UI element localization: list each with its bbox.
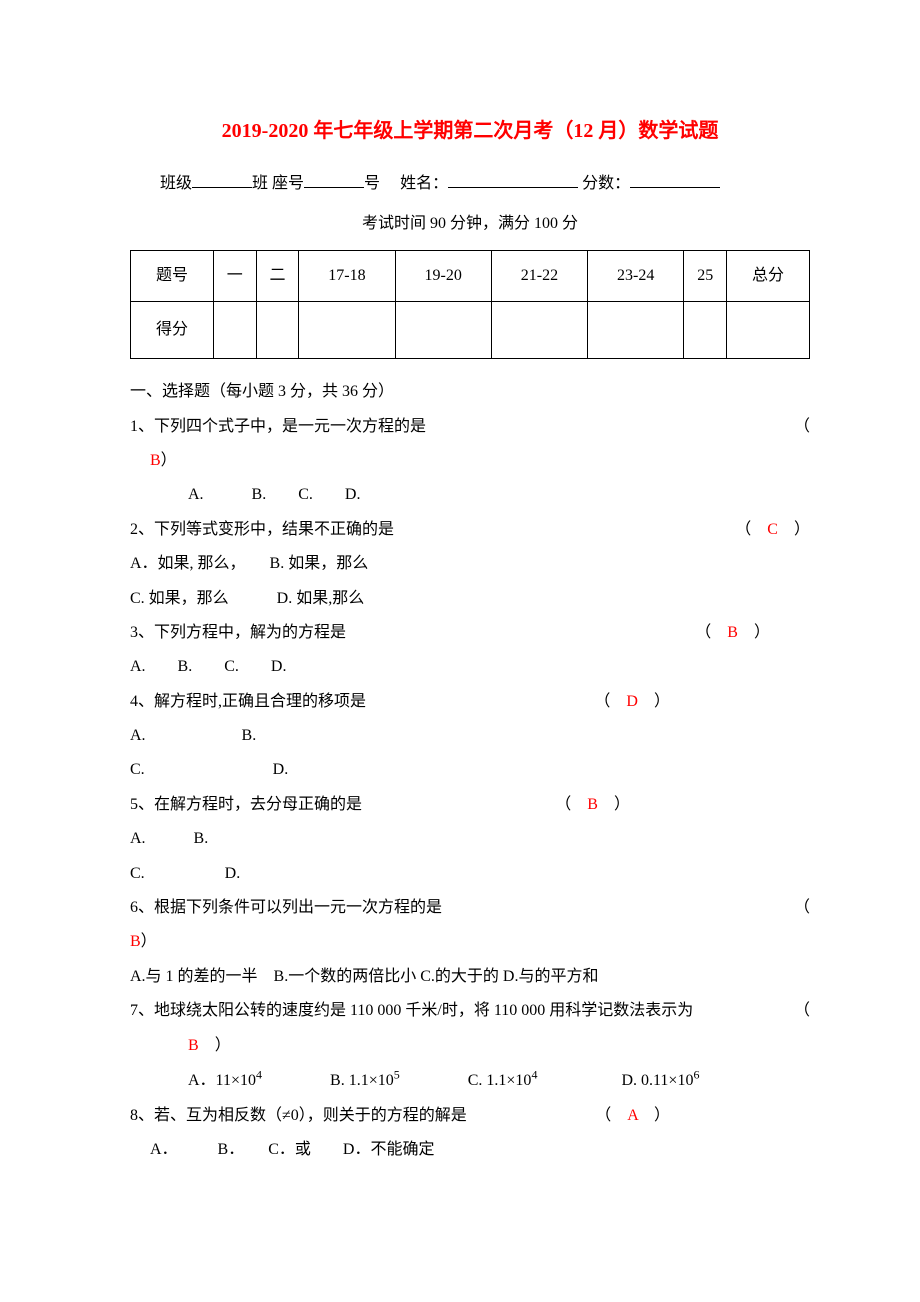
q3-answer: B <box>727 624 738 641</box>
student-info-line: 班级 班 座号 号 姓名： 分数： <box>130 167 810 201</box>
q4-paren: （ D ） <box>584 685 810 719</box>
score-header-cell: 23-24 <box>588 250 684 301</box>
q3-paren: （ B ） <box>685 616 810 650</box>
q6-stem: 6、根据下列条件可以列出一元一次方程的是 <box>130 891 784 925</box>
score-cell[interactable] <box>727 302 810 359</box>
q2-answer: C <box>767 521 778 538</box>
q5-answer: B <box>587 796 598 813</box>
q2-paren: （ C ） <box>725 513 810 547</box>
exam-page: 2019-2020 年七年级上学期第二次月考（12 月）数学试题 班级 班 座号 号… <box>0 0 920 1302</box>
q7-answer-line: B ） <box>130 1029 810 1063</box>
q6: 6、根据下列条件可以列出一元一次方程的是 （ <box>130 891 810 925</box>
q4-stem: 4、解方程时,正确且合理的移项是 <box>130 685 584 719</box>
q1: 1、下列四个式子中，是一元一次方程的是 （ <box>130 410 810 444</box>
page-title: 2019-2020 年七年级上学期第二次月考（12 月）数学试题 <box>130 110 810 153</box>
q5-paren: （ B ） <box>545 788 810 822</box>
q5-stem: 5、在解方程时，去分母正确的是 <box>130 788 545 822</box>
score-label: 分数： <box>582 175 630 192</box>
exam-meta: 考试时间 90 分钟，满分 100 分 <box>130 207 810 241</box>
score-header-cell: 二 <box>256 250 299 301</box>
q5-options-a: A. B. <box>130 822 810 856</box>
score-header-cell: 19-20 <box>395 250 491 301</box>
q7-opt-a: A．11×104 <box>188 1072 262 1089</box>
q4-answer: D <box>626 693 638 710</box>
q8-options: A． B． C．或 D．不能确定 <box>130 1133 810 1167</box>
q6-options: A.与 1 的差的一半 B.一个数的两倍比小 C.的大于的 D.与的平方和 <box>130 960 810 994</box>
score-header-cell: 总分 <box>727 250 810 301</box>
score-cell[interactable] <box>299 302 395 359</box>
name-label: 姓名： <box>400 175 448 192</box>
score-table-header-row: 题号 一 二 17-18 19-20 21-22 23-24 25 总分 <box>131 250 810 301</box>
q8-stem: 8、若、互为相反数（≠0），则关于的方程的解是 <box>130 1099 585 1133</box>
q6-answer-line: B） <box>130 925 810 959</box>
score-cell[interactable] <box>684 302 727 359</box>
q6-answer: B <box>130 933 141 950</box>
score-row-label: 得分 <box>131 302 214 359</box>
score-table-value-row: 得分 <box>131 302 810 359</box>
score-cell[interactable] <box>213 302 256 359</box>
score-table: 题号 一 二 17-18 19-20 21-22 23-24 25 总分 得分 <box>130 250 810 359</box>
q8: 8、若、互为相反数（≠0），则关于的方程的解是 （ A ） <box>130 1099 810 1133</box>
q7-answer: B <box>188 1037 199 1054</box>
q8-paren: （ A ） <box>585 1099 810 1133</box>
q1-answer-line: B） <box>130 444 810 478</box>
q7-options: A．11×104 B. 1.1×105 C. 1.1×104 D. 0.11×1… <box>130 1063 810 1099</box>
score-header-cell: 一 <box>213 250 256 301</box>
score-header-cell: 题号 <box>131 250 214 301</box>
class-label: 班级 <box>160 175 192 192</box>
q2: 2、下列等式变形中，结果不正确的是 （ C ） <box>130 513 810 547</box>
q7-paren: （ <box>784 994 810 1028</box>
seat-suffix: 号 <box>364 175 380 192</box>
q7-stem: 7、地球绕太阳公转的速度约是 110 000 千米/时，将 110 000 用科… <box>130 994 784 1028</box>
q2-stem: 2、下列等式变形中，结果不正确的是 <box>130 513 725 547</box>
q1-answer: B <box>150 452 161 469</box>
score-header-cell: 21-22 <box>491 250 587 301</box>
q7: 7、地球绕太阳公转的速度约是 110 000 千米/时，将 110 000 用科… <box>130 994 810 1028</box>
q4-options-b: C. D. <box>130 753 810 787</box>
section-1-title: 一、选择题（每小题 3 分，共 36 分） <box>130 375 810 409</box>
q7-opt-c: C. 1.1×104 <box>468 1072 538 1089</box>
score-header-cell: 17-18 <box>299 250 395 301</box>
q6-paren: （ <box>784 891 810 925</box>
score-cell[interactable] <box>256 302 299 359</box>
class-blank[interactable] <box>192 171 252 188</box>
q3-stem: 3、下列方程中，解为的方程是 <box>130 616 685 650</box>
seat-blank[interactable] <box>304 171 364 188</box>
q4: 4、解方程时,正确且合理的移项是 （ D ） <box>130 685 810 719</box>
name-blank[interactable] <box>448 171 578 188</box>
score-blank[interactable] <box>630 171 720 188</box>
q5: 5、在解方程时，去分母正确的是 （ B ） <box>130 788 810 822</box>
q7-opt-d: D. 0.11×106 <box>621 1072 699 1089</box>
q1-paren: （ <box>784 410 810 444</box>
q3-options: A. B. C. D. <box>130 650 810 684</box>
q8-answer: A <box>627 1107 638 1124</box>
q5-options-b: C. D. <box>130 857 810 891</box>
q2-options-b: C. 如果，那么 D. 如果,那么 <box>130 582 810 616</box>
q2-options-a: A．如果, 那么， B. 如果，那么 <box>130 547 810 581</box>
score-cell[interactable] <box>588 302 684 359</box>
score-header-cell: 25 <box>684 250 727 301</box>
score-cell[interactable] <box>491 302 587 359</box>
class-suffix: 班 <box>252 175 268 192</box>
q7-opt-b: B. 1.1×105 <box>330 1072 400 1089</box>
q3: 3、下列方程中，解为的方程是 （ B ） <box>130 616 810 650</box>
seat-label: 座号 <box>272 175 304 192</box>
q4-options-a: A. B. <box>130 719 810 753</box>
q1-stem: 1、下列四个式子中，是一元一次方程的是 <box>130 410 784 444</box>
q1-options: A. B. C. D. <box>130 478 810 512</box>
score-cell[interactable] <box>395 302 491 359</box>
q1-paren-close: ） <box>161 452 177 469</box>
